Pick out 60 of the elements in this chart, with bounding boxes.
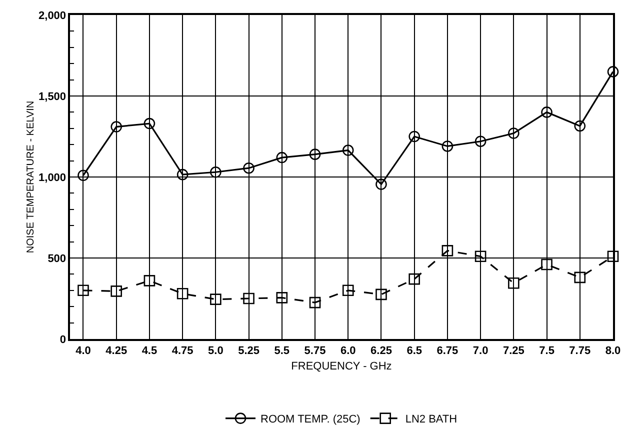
y-axis-title: NOISE TEMPERATURE - KELVIN (26, 100, 37, 254)
point (78, 170, 89, 182)
point (176, 288, 188, 300)
point (376, 178, 387, 190)
x-tick-label: 4.75 (172, 344, 194, 357)
x-tick-label: 6.5 (406, 344, 422, 357)
y-tick-label: 0 (60, 334, 66, 346)
point (607, 250, 619, 262)
x-tick-label: 7.0 (472, 344, 488, 357)
point (607, 66, 619, 78)
x-axis-title: FREQUENCY - GHz (291, 360, 392, 373)
x-tick-label: 6.75 (436, 344, 458, 357)
point (408, 130, 420, 142)
x-tick-label: 7.75 (569, 344, 591, 357)
point (342, 284, 354, 296)
point (508, 128, 520, 139)
point (243, 162, 254, 174)
point (574, 120, 586, 132)
y-tick-label: 500 (48, 252, 66, 265)
point (110, 286, 122, 297)
y-tick-label: 2,000 (38, 10, 66, 22)
point (176, 168, 188, 180)
point (442, 140, 454, 152)
legend-label: ROOM TEMP. (25C) (260, 414, 360, 426)
x-tick-label: 5.0 (208, 344, 224, 357)
point (210, 166, 222, 178)
point (541, 258, 552, 270)
x-tick-label: 6.25 (370, 344, 392, 357)
y-tick-label: 1,000 (38, 172, 66, 184)
x-tick-label: 4.0 (76, 344, 91, 357)
point (442, 245, 454, 256)
point (342, 144, 354, 156)
point (276, 292, 288, 304)
point (210, 294, 222, 305)
legend-label: LN2 BATH (405, 414, 458, 426)
point (144, 275, 156, 286)
point (309, 296, 321, 308)
point (243, 292, 254, 304)
point (78, 284, 89, 296)
point (110, 121, 122, 132)
x-tick-label: 5.75 (304, 344, 326, 357)
point (574, 272, 586, 284)
point (474, 136, 486, 148)
point (376, 288, 387, 300)
x-tick-label: 4.5 (142, 344, 158, 357)
point (276, 152, 288, 164)
point (309, 148, 321, 160)
x-tick-label: 5.25 (238, 344, 260, 357)
point (541, 106, 552, 118)
x-tick-label: 7.25 (502, 344, 524, 357)
x-tick-label: 4.25 (106, 344, 128, 357)
point (474, 250, 486, 262)
x-tick-label: 8.0 (605, 344, 621, 357)
point (508, 277, 520, 289)
x-tick-label: 6.0 (340, 344, 356, 357)
x-tick-label: 7.5 (539, 344, 554, 357)
point (144, 118, 156, 130)
y-tick-label: 1,500 (38, 90, 66, 103)
x-tick-label: 5.5 (274, 344, 290, 357)
point (408, 273, 420, 285)
